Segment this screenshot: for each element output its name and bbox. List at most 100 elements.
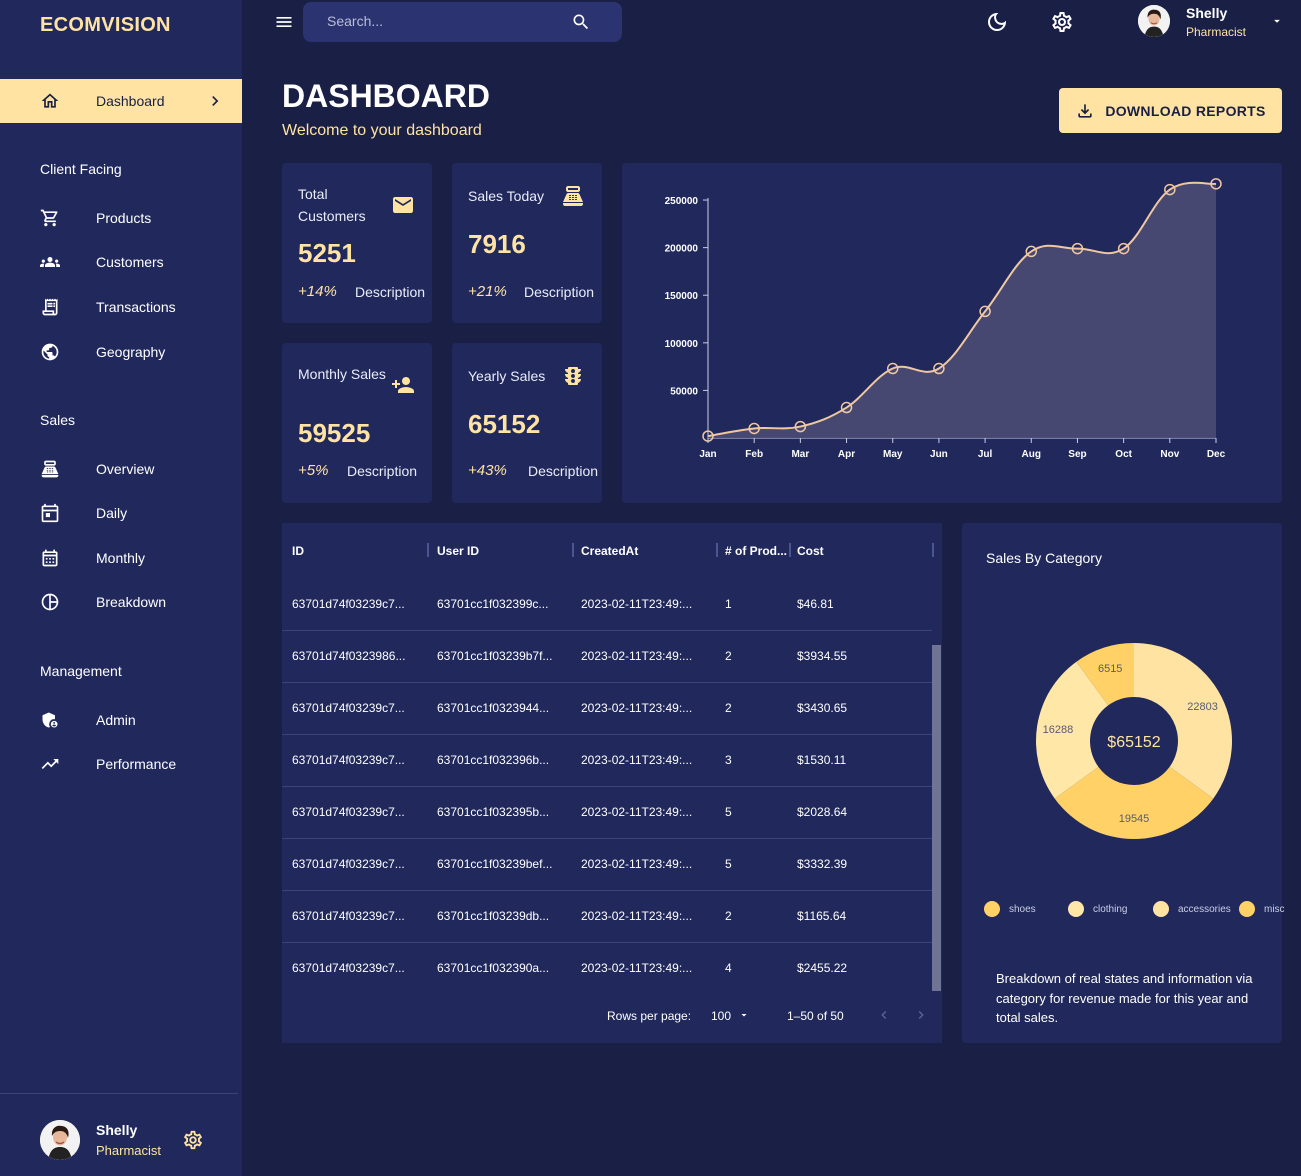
settings-icon[interactable] xyxy=(1050,10,1074,34)
x-tick-label: Nov xyxy=(1160,449,1179,460)
pie-slice-label: 16288 xyxy=(1043,724,1074,736)
legend-item-misc[interactable]: misc xyxy=(1239,901,1285,917)
table-row[interactable]: 63701d74f03239c7... 63701cc1f0323944... 20… xyxy=(282,683,932,735)
table-row[interactable]: 63701d74f03239c7... 63701cc1f032390a... 20… xyxy=(282,943,932,995)
table-scrollbar[interactable] xyxy=(932,645,941,991)
x-tick-label: Sep xyxy=(1068,449,1086,460)
stat-value: 5251 xyxy=(298,238,356,268)
column-header-user-id[interactable]: User ID xyxy=(437,544,480,558)
sidebar-item-dashboard[interactable]: Dashboard xyxy=(0,79,242,123)
data-point[interactable] xyxy=(1071,242,1084,255)
topbar-user-name[interactable]: Shelly xyxy=(1186,5,1228,21)
column-header-id[interactable]: ID xyxy=(292,544,304,558)
column-separator[interactable] xyxy=(427,543,429,557)
x-tick-label: Aug xyxy=(1022,449,1041,460)
transactions-table: ID User ID CreatedAt # of Prod... Cost 6… xyxy=(282,523,942,1043)
legend-item-clothing[interactable]: clothing xyxy=(1068,901,1127,917)
sidebar-item-daily[interactable]: Daily xyxy=(0,493,242,533)
column-separator[interactable] xyxy=(932,543,934,557)
email-icon xyxy=(393,197,413,213)
data-point[interactable] xyxy=(1117,242,1130,255)
column-separator[interactable] xyxy=(716,543,718,557)
caret-down-icon[interactable] xyxy=(1270,14,1284,28)
column-header-cost[interactable]: Cost xyxy=(797,544,824,558)
sidebar-item-customers[interactable]: Customers xyxy=(0,242,242,282)
sidebar-item-performance[interactable]: Performance xyxy=(0,744,242,784)
chevron-left-icon[interactable] xyxy=(876,1007,892,1023)
sidebar-item-transactions[interactable]: Transactions xyxy=(0,287,242,327)
legend-item-accessories[interactable]: accessories xyxy=(1153,901,1231,917)
pie-slice-clothing[interactable] xyxy=(1036,661,1109,799)
table-row[interactable]: 63701d74f03239c7... 63701cc1f03239bef... 2… xyxy=(282,839,932,891)
people-icon xyxy=(40,257,60,267)
data-point[interactable] xyxy=(933,362,945,375)
pie-slice-label: 6515 xyxy=(1098,663,1122,675)
data-point[interactable] xyxy=(1210,178,1222,190)
cell-products: 2 xyxy=(725,649,732,663)
series-line xyxy=(707,181,1217,438)
legend-item-shoes[interactable]: shoes xyxy=(984,901,1036,917)
legend-label: shoes xyxy=(1009,903,1036,915)
data-point[interactable] xyxy=(886,362,899,375)
chevron-right-icon[interactable] xyxy=(913,1007,929,1023)
data-point[interactable] xyxy=(748,422,760,435)
cell-id: 63701d74f03239c7... xyxy=(292,857,405,871)
sidebar-item-admin[interactable]: Admin xyxy=(0,700,242,740)
x-tick-label: Mar xyxy=(791,449,809,460)
data-point[interactable] xyxy=(1164,183,1176,196)
traffic-icon xyxy=(565,367,581,385)
data-point[interactable] xyxy=(1025,245,1038,258)
x-tick-label: Oct xyxy=(1115,449,1132,460)
receipt-icon xyxy=(42,298,58,316)
table-row[interactable]: 63701d74f03239c7... 63701cc1f032396b... 20… xyxy=(282,735,932,787)
rows-per-page-label: Rows per page: xyxy=(607,1009,692,1023)
sales-area-chart: 250000 200000 150000 100000 50000 Jan Feb Mar Ap… xyxy=(665,178,1226,460)
table-row[interactable]: 63701d74f03239c7... 63701cc1f03239db... 20… xyxy=(282,891,932,943)
data-point[interactable] xyxy=(840,401,853,414)
x-tick-label: May xyxy=(883,449,903,460)
search-bar xyxy=(303,2,622,42)
sidebar-item-monthly[interactable]: Monthly xyxy=(0,538,242,578)
cell-user-id: 63701cc1f032396b... xyxy=(437,753,550,767)
column-header-created-at[interactable]: CreatedAt xyxy=(581,544,639,558)
pie-slice-misc[interactable] xyxy=(1134,643,1232,799)
column-separator[interactable] xyxy=(572,543,574,557)
stat-title: Monthly Sales xyxy=(298,366,386,382)
cell-cost: $2455.22 xyxy=(797,961,848,975)
column-separator[interactable] xyxy=(789,543,791,557)
sidebar-item-breakdown[interactable]: Breakdown xyxy=(0,582,242,622)
download-reports-button[interactable]: DOWNLOAD REPORTS xyxy=(1059,88,1282,133)
avatar[interactable] xyxy=(1138,5,1170,37)
gear-icon[interactable] xyxy=(182,1129,204,1151)
search-icon[interactable] xyxy=(571,12,591,32)
x-tick-label: Dec xyxy=(1207,449,1226,460)
sidebar-item-geography[interactable]: Geography xyxy=(0,332,242,372)
y-tick-label: 100000 xyxy=(665,339,699,350)
pie-slice-label: 19545 xyxy=(1119,813,1150,825)
avatar-image xyxy=(1138,5,1170,37)
sidebar-item-overview[interactable]: Overview xyxy=(0,449,242,489)
data-point[interactable] xyxy=(794,420,807,433)
table-row[interactable]: 63701d74f03239c7... 63701cc1f032395b... 20… xyxy=(282,787,932,839)
menu-icon[interactable] xyxy=(274,12,294,32)
sidebar-item-products[interactable]: Products xyxy=(0,198,242,238)
table-row[interactable]: 63701d74f03239c7... 63701cc1f032399c... 20… xyxy=(282,579,932,631)
stat-card-monthly-sales: Monthly Sales 59525 +5% Description xyxy=(282,343,432,503)
cell-cost: $3430.65 xyxy=(797,701,848,715)
column-header-products[interactable]: # of Prod... xyxy=(725,544,788,558)
table-row[interactable]: 63701d74f0323986... 63701cc1f03239b7f... 2… xyxy=(282,631,932,683)
search-input[interactable] xyxy=(327,13,567,29)
pagination-range: 1–50 of 50 xyxy=(787,1009,844,1023)
pie-slice-shoes[interactable] xyxy=(1054,766,1214,839)
data-point[interactable] xyxy=(979,305,991,318)
rows-per-page-select[interactable]: 100 xyxy=(711,1009,732,1023)
pie-slice-accessories[interactable] xyxy=(1076,643,1134,706)
sidebar-item-label: Daily xyxy=(96,505,128,521)
legend-dot xyxy=(1153,901,1169,917)
cell-id: 63701d74f03239c7... xyxy=(292,805,405,819)
dark-mode-icon[interactable] xyxy=(985,10,1009,34)
cell-user-id: 63701cc1f032399c... xyxy=(437,597,549,611)
caret-down-icon[interactable] xyxy=(738,1009,750,1021)
section-title-client-facing: Client Facing xyxy=(40,161,122,177)
cell-cost: $3934.55 xyxy=(797,649,848,663)
